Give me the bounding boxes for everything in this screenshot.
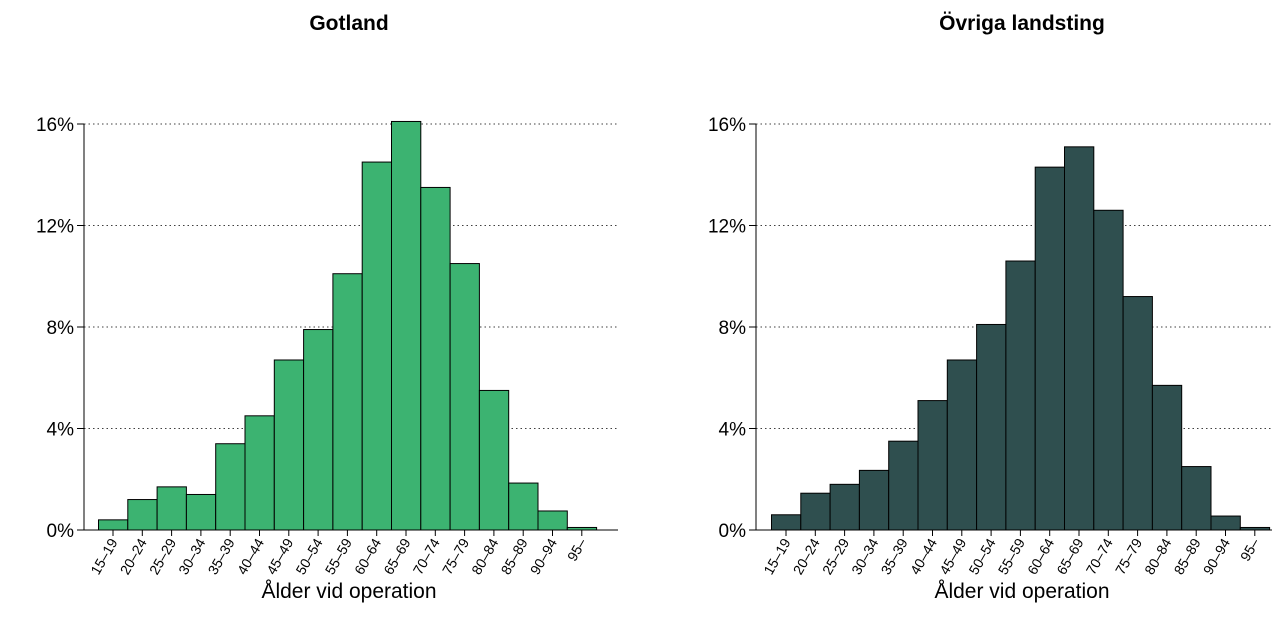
chart-title: Övriga landsting (939, 12, 1105, 35)
x-tick-label: 15–19 (760, 535, 793, 577)
bar-80–84 (478, 389, 510, 531)
bar-60–64 (361, 161, 393, 531)
x-tick-label: 70–74 (1083, 535, 1116, 577)
x-tick-label: 70–74 (410, 535, 443, 577)
y-tick-label: 8% (719, 318, 747, 339)
bar-45–49 (946, 359, 978, 531)
x-tick-label: 75–79 (1112, 535, 1145, 577)
bar-65–69 (391, 120, 422, 531)
y-tick-label: 4% (719, 420, 747, 441)
x-tick-label: 95– (564, 535, 590, 563)
bar-80–84 (1151, 384, 1183, 531)
chart-panel-2: Övriga landsting 0% 4% 8% 12% 16% 15–1920–2425… (708, 12, 1272, 603)
x-tick-label: 85–89 (497, 535, 530, 577)
bar-45–49 (273, 359, 305, 531)
x-tick-label: 50–54 (965, 535, 998, 577)
bar-55–59 (332, 273, 363, 531)
x-tick-label: 20–24 (790, 535, 823, 577)
y-tick-label: 12% (708, 217, 746, 238)
bar-25–29 (156, 486, 187, 531)
x-tick-label: 40–44 (234, 535, 267, 577)
y-tick-label: 16% (36, 115, 74, 136)
x-tick-label: 30–34 (175, 535, 208, 577)
x-tick-label: 35–39 (877, 535, 910, 577)
x-axis-label: Ålder vid operation (261, 580, 436, 603)
bar-40–44 (244, 415, 275, 531)
bar-75–79 (449, 263, 480, 531)
bar-35–39 (888, 440, 919, 531)
bar-75–79 (1122, 296, 1153, 531)
x-tick-label: 45–49 (936, 535, 969, 577)
bar-20–24 (127, 499, 158, 531)
x-tick-label: 65–69 (380, 535, 413, 577)
bar-30–34 (858, 469, 890, 531)
bar-40–44 (917, 400, 948, 531)
x-tick-label: 50–54 (292, 535, 325, 577)
bar-85–89 (1181, 466, 1212, 531)
x-tick-label: 30–34 (848, 535, 881, 577)
x-axis-label: Ålder vid operation (934, 580, 1109, 603)
y-tick-label: 4% (47, 420, 75, 441)
bar-25–29 (829, 483, 860, 531)
chart-title: Gotland (309, 12, 388, 35)
x-tick-label: 80–84 (1141, 535, 1174, 577)
x-tick-label: 15–19 (87, 535, 120, 577)
x-tick-label: 90–94 (1200, 535, 1233, 577)
bar-30–34 (185, 493, 217, 531)
x-tick-label: 55–59 (322, 535, 355, 577)
chart-panel-1: Gotland 0% 4% 8% 12% 16% 15–1920–2425–2930–343… (36, 12, 618, 603)
bar-35–39 (215, 443, 246, 531)
bar-50–54 (976, 323, 1007, 531)
bar-20–24 (800, 492, 831, 531)
x-tick-label: 75–79 (439, 535, 472, 577)
x-tick-label: 65–69 (1053, 535, 1086, 577)
bar-60–64 (1034, 166, 1065, 531)
bar-70–74 (420, 186, 451, 531)
y-tick-label: 0% (47, 521, 75, 542)
bar-50–54 (303, 329, 334, 531)
x-tick-label: 55–59 (995, 535, 1028, 577)
x-tick-label: 25–29 (146, 535, 179, 577)
x-tick-label: 20–24 (117, 535, 150, 577)
x-tick-label: 85–89 (1170, 535, 1203, 577)
x-tick-label: 25–29 (819, 535, 852, 577)
bar-55–59 (1005, 260, 1036, 531)
bar-90–94 (537, 510, 568, 531)
y-tick-label: 8% (47, 318, 75, 339)
x-tick-label: 35–39 (204, 535, 237, 577)
bar-15–19 (98, 519, 129, 531)
bar-70–74 (1093, 209, 1124, 531)
x-tick-label: 95– (1237, 535, 1263, 563)
x-tick-label: 60–64 (1024, 535, 1057, 577)
bar-85–89 (508, 482, 539, 531)
y-tick-label: 12% (36, 217, 74, 238)
bar-90–94 (1210, 515, 1241, 531)
bar-65–69 (1064, 146, 1095, 531)
x-tick-label: 45–49 (263, 535, 296, 577)
y-tick-label: 16% (708, 115, 746, 136)
y-tick-label: 0% (719, 521, 747, 542)
x-tick-label: 90–94 (527, 535, 560, 577)
x-tick-label: 60–64 (351, 535, 384, 577)
x-tick-label: 40–44 (907, 535, 940, 577)
bar-15–19 (771, 514, 802, 531)
x-tick-label: 80–84 (468, 535, 501, 577)
